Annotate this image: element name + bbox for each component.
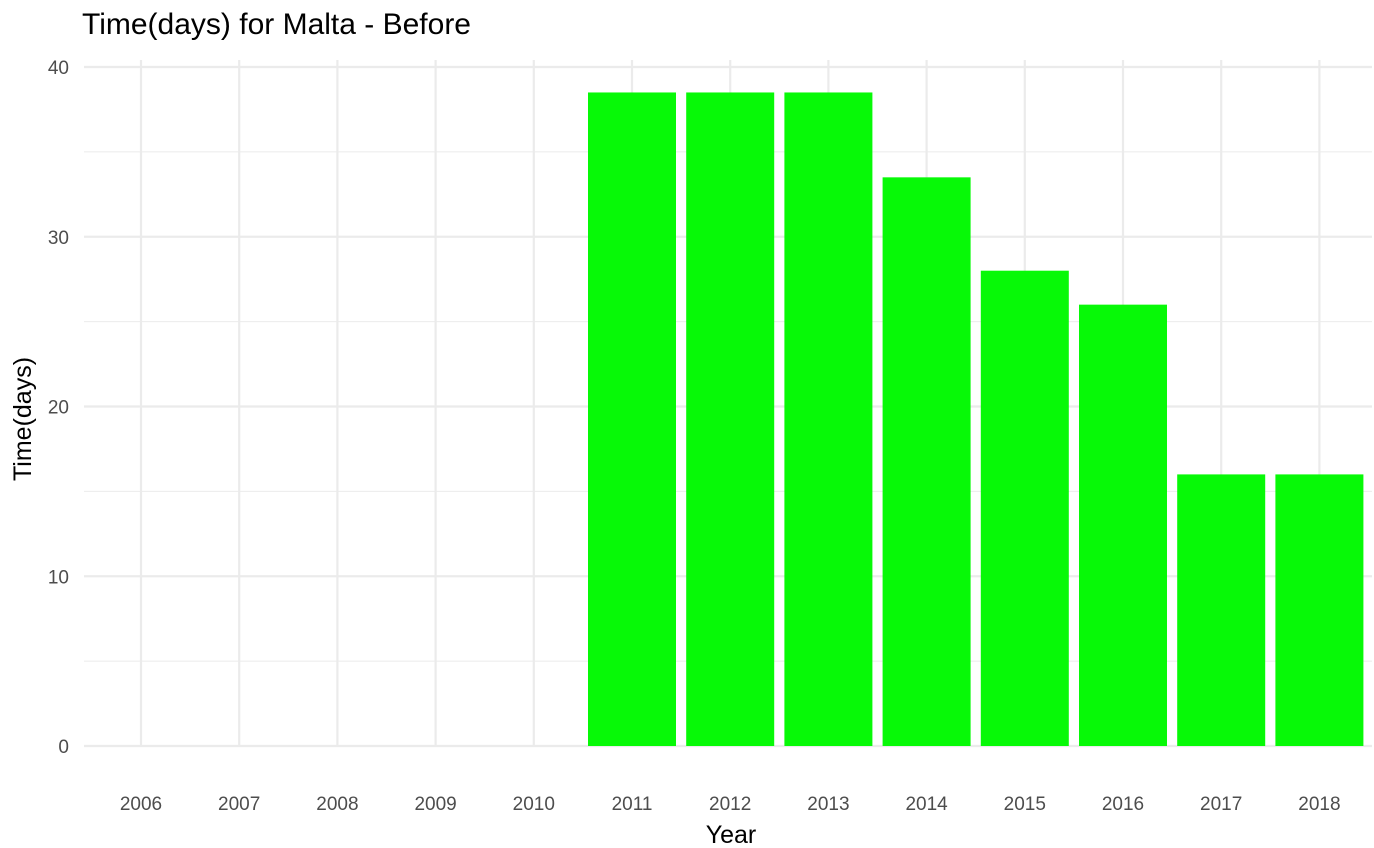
y-tick-labels: 0 10 20 30 40	[48, 58, 69, 758]
x-tick-label: 2008	[316, 794, 358, 815]
bar-2011	[588, 92, 676, 746]
bar-2015	[980, 270, 1069, 746]
x-axis-title: Year	[706, 821, 757, 848]
x-tick-label: 2017	[1200, 794, 1242, 815]
bar-2016	[1079, 304, 1167, 746]
x-tick-label: 2013	[807, 794, 849, 815]
x-tick-labels: 2006 2007 2008 2009 2010 2011 2012 2013 2014 2015…	[120, 794, 1341, 815]
y-axis-title: Time(days)	[9, 357, 37, 481]
y-tick-label: 40	[48, 58, 69, 79]
x-tick-label: 2010	[513, 794, 555, 815]
y-tick-label: 10	[48, 567, 69, 588]
y-tick-label: 20	[48, 398, 69, 419]
x-tick-label: 2015	[1004, 794, 1046, 815]
x-tick-label: 2014	[905, 794, 948, 815]
bar-2018	[1275, 474, 1364, 746]
x-tick-label: 2011	[612, 794, 653, 815]
bar-2014	[882, 177, 971, 746]
chart-title: Time(days) for Malta - Before	[82, 8, 471, 41]
bars	[588, 92, 1364, 746]
x-tick-label: 2009	[414, 794, 456, 815]
x-tick-label: 2006	[120, 794, 162, 815]
x-tick-label: 2016	[1102, 794, 1144, 815]
bar-2013	[784, 92, 873, 746]
y-tick-label: 30	[48, 228, 69, 249]
y-tick-label: 0	[58, 737, 69, 758]
x-tick-label: 2007	[218, 794, 260, 815]
x-tick-label: 2012	[709, 794, 751, 815]
bar-2012	[686, 92, 775, 746]
x-tick-label: 2018	[1298, 794, 1340, 815]
bar-2017	[1177, 474, 1266, 746]
